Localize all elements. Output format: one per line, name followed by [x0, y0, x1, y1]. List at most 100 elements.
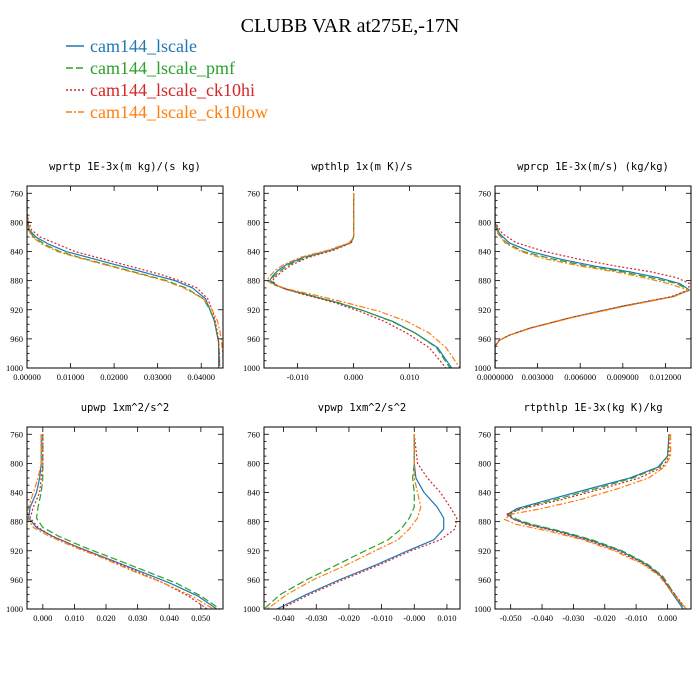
panel-0: wprtp 1E-3x(m kg)/(s kg) 760 800 840 880 920 9…: [6, 161, 224, 382]
xtick-label-5-5: 0.000: [658, 613, 677, 623]
ytick-label-0-0: 760: [10, 188, 23, 198]
series-line-4-1: [264, 434, 415, 609]
plot-frame-3: [26, 426, 224, 610]
series-line-5-3: [503, 434, 687, 609]
ytick-label-3-2: 840: [10, 488, 23, 498]
ytick-label-0-5: 960: [10, 334, 23, 344]
series-line-4-2: [280, 434, 458, 609]
xtick-label-0-3: 0.03000: [144, 372, 172, 382]
xtick-label-2-0: 0.0000000: [477, 372, 513, 382]
panel-5: rtpthlp 1E-3x(kg K)/kg 760 800 840 880 920 960…: [474, 402, 692, 623]
xtick-label-4-1: -0.030: [305, 613, 327, 623]
series-line-3-1: [35, 434, 221, 609]
series-line-2-2: [495, 193, 691, 368]
legend-entry-3: cam144_lscale_ck10low: [90, 102, 268, 122]
panel-title-3: upwp 1xm^2/s^2: [81, 402, 170, 414]
series-line-1-0: [269, 193, 453, 368]
series-line-0-2: [27, 193, 221, 368]
ytick-label-5-2: 840: [478, 488, 491, 498]
ytick-label-3-0: 760: [10, 429, 23, 439]
panel-title-2: wprcp 1E-3x(m/s) (kg/kg): [517, 161, 669, 173]
series-line-3-2: [29, 434, 208, 609]
ytick-label-4-0: 760: [247, 429, 260, 439]
panel-title-4: vpwp 1xm^2/s^2: [318, 402, 407, 414]
legend-entry-2: cam144_lscale_ck10hi: [90, 80, 255, 100]
ytick-label-1-5: 960: [247, 334, 260, 344]
xtick-label-5-2: -0.030: [562, 613, 584, 623]
xtick-label-3-1: 0.010: [65, 613, 84, 623]
ytick-label-5-4: 920: [478, 546, 491, 556]
xtick-label-1-2: 0.010: [400, 372, 419, 382]
xtick-label-4-4: -0.000: [403, 613, 425, 623]
ytick-label-1-2: 840: [247, 247, 260, 257]
figure-title: CLUBB VAR at275E,-17N: [241, 15, 460, 37]
xtick-label-4-2: -0.020: [338, 613, 360, 623]
legend: cam144_lscalecam144_lscale_pmfcam144_lsc…: [66, 36, 268, 122]
ytick-label-1-4: 920: [247, 305, 260, 315]
ytick-label-5-1: 800: [478, 458, 491, 468]
ytick-label-1-0: 760: [247, 188, 260, 198]
plot-frame-1: [263, 185, 461, 369]
ytick-label-2-3: 880: [478, 276, 491, 286]
panel-title-1: wpthlp 1x(m K)/s: [311, 161, 412, 173]
series-line-3-3: [27, 434, 214, 609]
ytick-label-4-6: 1000: [243, 604, 260, 614]
ytick-label-0-6: 1000: [6, 363, 23, 373]
ytick-label-1-3: 880: [247, 276, 260, 286]
ytick-label-3-3: 880: [10, 517, 23, 527]
legend-entry-1: cam144_lscale_pmf: [90, 58, 235, 78]
series-line-1-3: [266, 193, 460, 368]
xtick-label-4-5: 0.010: [437, 613, 456, 623]
ytick-label-0-2: 840: [10, 247, 23, 257]
ytick-label-0-3: 880: [10, 276, 23, 286]
xtick-label-0-1: 0.01000: [57, 372, 85, 382]
ytick-label-5-6: 1000: [474, 604, 491, 614]
ytick-label-4-4: 920: [247, 546, 260, 556]
ytick-label-3-5: 960: [10, 575, 23, 585]
ytick-label-2-0: 760: [478, 188, 491, 198]
panel-1: wpthlp 1x(m K)/s 760 800 840 880 920 960 1000 -0…: [243, 161, 461, 382]
ytick-label-5-5: 960: [478, 575, 491, 585]
ytick-label-2-4: 920: [478, 305, 491, 315]
ytick-label-5-3: 880: [478, 517, 491, 527]
xtick-label-2-3: 0.009000: [607, 372, 639, 382]
ytick-label-3-6: 1000: [6, 604, 23, 614]
xtick-label-5-0: -0.050: [500, 613, 522, 623]
series-line-1-1: [270, 193, 451, 368]
series-line-2-0: [495, 193, 691, 368]
ytick-label-0-4: 920: [10, 305, 23, 315]
series-line-5-2: [505, 434, 687, 609]
series-line-0-3: [27, 193, 223, 368]
plot-frame-0: [26, 185, 224, 369]
panel-title-0: wprtp 1E-3x(m kg)/(s kg): [49, 161, 201, 173]
series-line-1-2: [271, 193, 447, 368]
series-line-2-1: [495, 193, 691, 368]
xtick-label-3-4: 0.040: [160, 613, 179, 623]
ytick-label-4-5: 960: [247, 575, 260, 585]
ytick-label-2-1: 800: [478, 217, 491, 227]
xtick-label-5-3: -0.020: [594, 613, 616, 623]
xtick-label-5-1: -0.040: [531, 613, 553, 623]
xtick-label-0-0: 0.00000: [13, 372, 41, 382]
series-line-4-0: [276, 434, 445, 609]
ytick-label-3-4: 920: [10, 546, 23, 556]
series-line-3-0: [27, 434, 218, 609]
series-line-4-3: [266, 434, 422, 609]
ytick-label-4-1: 800: [247, 458, 260, 468]
panel-4: vpwp 1xm^2/s^2 760 800 840 880 920 960 1000 -0.0…: [243, 402, 461, 623]
ytick-label-2-2: 840: [478, 247, 491, 257]
xtick-label-2-4: 0.012000: [649, 372, 681, 382]
xtick-label-2-2: 0.006000: [564, 372, 596, 382]
ytick-label-4-2: 840: [247, 488, 260, 498]
ytick-label-5-0: 760: [478, 429, 491, 439]
ytick-label-4-3: 880: [247, 517, 260, 527]
series-line-0-1: [27, 193, 221, 368]
series-line-5-0: [506, 434, 684, 609]
panel-title-5: rtpthlp 1E-3x(kg K)/kg: [523, 402, 662, 414]
panels: wprtp 1E-3x(m kg)/(s kg) 760 800 840 880 920 9…: [6, 161, 692, 623]
xtick-label-1-1: 0.000: [344, 372, 363, 382]
series-line-5-1: [508, 434, 686, 609]
plot-frame-2: [494, 185, 692, 369]
xtick-label-0-4: 0.04000: [187, 372, 215, 382]
